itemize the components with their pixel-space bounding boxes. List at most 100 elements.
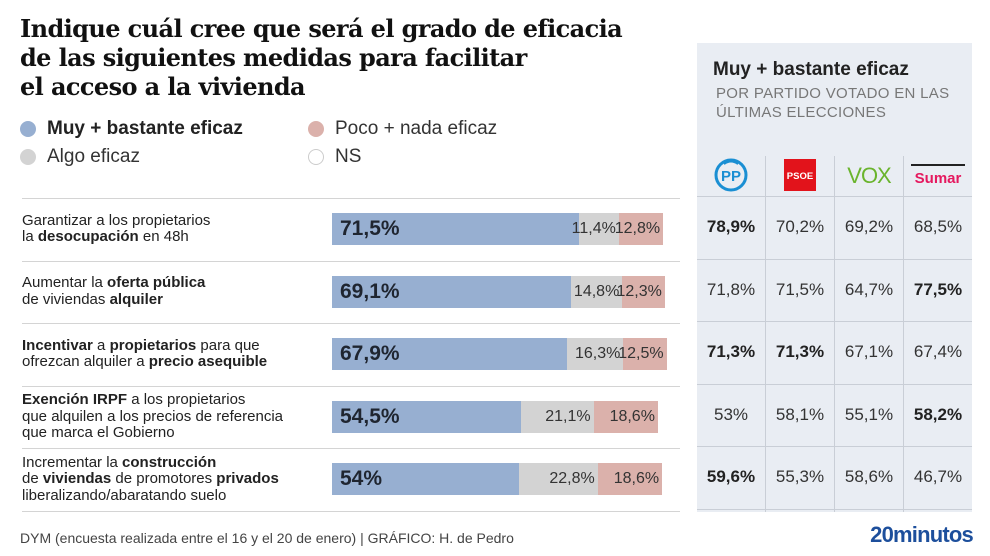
svg-text:Sumar: Sumar — [915, 170, 962, 187]
bar-segment-muy-bastante — [332, 338, 567, 370]
source-note: DYM (encuesta realizada entre el 16 y el… — [20, 530, 514, 546]
label-text: Incrementar la — [22, 453, 123, 471]
label-text: en 48h — [138, 228, 189, 246]
legend-item-ns: NS — [308, 146, 361, 168]
row-divider — [22, 198, 680, 199]
party-value-psoe: 58,1% — [775, 404, 825, 424]
row-divider — [697, 446, 972, 447]
data-label: 12,8% — [614, 220, 661, 237]
bar-segment-ns — [664, 275, 678, 308]
category-label: Incentivar a propietarios para que ofrezc… — [22, 336, 332, 371]
psoe-logo-icon: PSOE — [766, 155, 834, 195]
category-label: Exención IRPF a los propietarios que alqu… — [22, 391, 332, 442]
column-divider — [834, 156, 835, 512]
label-emphasis: Incentivar — [22, 336, 93, 354]
svg-text:PSOE: PSOE — [787, 171, 813, 182]
party-value-pp: 53% — [713, 404, 749, 424]
category-label: Aumentar la oferta pública de viviendas a… — [22, 275, 332, 308]
data-label: 18,6% — [609, 407, 655, 425]
legend-label: Algo eficaz — [47, 146, 140, 167]
label-emphasis: alquiler — [109, 290, 163, 308]
title-line: Indique cuál cree que será el grado de e… — [20, 14, 623, 43]
bar-segment-algo — [566, 338, 624, 370]
bar-segment-ns — [666, 338, 678, 370]
party-value-psoe: 55,3% — [775, 467, 825, 486]
legend-label: Muy + bastante eficaz — [47, 118, 243, 139]
legend-item-algo: Algo eficaz — [20, 146, 140, 168]
party-value-vox: 67,1% — [844, 342, 894, 361]
label-text: liberalizando/abaratando suelo — [22, 486, 227, 504]
bar-segment-muy-bastante — [332, 275, 572, 308]
legend-swatch — [20, 121, 36, 137]
data-label: 22,8% — [549, 470, 595, 487]
label-emphasis: viviendas — [42, 470, 112, 487]
bar-segment-ns — [663, 213, 678, 245]
party-value-psoe: 71,3% — [775, 342, 825, 361]
party-value-psoe: 71,5% — [775, 279, 825, 299]
bar-segment-muy-bastante — [332, 463, 519, 495]
label-emphasis: privados — [216, 470, 279, 487]
stacked-bar: 71,5% 11,4% 12,8% — [332, 213, 678, 245]
stacked-bar: 54,5% 21,1% 18,6% — [332, 400, 678, 433]
data-label: 12,5% — [618, 345, 664, 362]
stacked-bar: 54% 22,8% 18,6% — [332, 463, 678, 495]
bar-segment-poco-nada — [597, 463, 663, 495]
data-label: 16,3% — [574, 345, 621, 362]
party-value-sumar: 68,5% — [913, 217, 963, 236]
bar-segment-poco-nada — [593, 400, 658, 433]
row-divider — [697, 258, 972, 260]
legend-swatch — [308, 149, 324, 165]
party-value-psoe: 70,2% — [775, 217, 825, 236]
bar-segment-muy-bastante — [332, 400, 521, 433]
row-divider — [697, 321, 972, 322]
brand-logo: 20minutos — [870, 522, 974, 547]
stacked-bar: 67,9% 16,3% 12,5% — [332, 338, 678, 370]
category-label: Garantizar a los propietarios la desocupa… — [22, 212, 332, 246]
party-value-pp: 71,3% — [706, 342, 756, 361]
party-value-sumar: 58,2% — [913, 404, 963, 424]
panel-title: Muy + bastante eficaz — [713, 59, 909, 80]
label-text: de viviendas — [22, 290, 110, 308]
label-emphasis: propietarios — [109, 336, 197, 354]
label-emphasis: Exención IRPF — [22, 391, 128, 408]
party-value-sumar: 67,4% — [913, 342, 963, 361]
bar-segment-poco-nada — [623, 338, 667, 370]
vox-logo-icon: VOX — [835, 155, 903, 195]
title-line: el acceso a la vivienda — [20, 72, 306, 101]
row-divider — [697, 383, 972, 385]
legend-label: Poco + nada eficaz — [335, 118, 498, 139]
row-divider — [22, 323, 680, 324]
legend-item-muy-bastante: Muy + bastante eficaz — [20, 118, 243, 140]
legend-item-poco-nada: Poco + nada eficaz — [308, 118, 497, 140]
label-text: de promotores — [111, 470, 217, 487]
label-emphasis: construcción — [122, 453, 217, 471]
party-value-sumar: 77,5% — [913, 279, 963, 299]
row-divider — [22, 448, 680, 449]
row-divider — [22, 510, 680, 512]
bar-segment-muy-bastante — [332, 213, 580, 245]
data-label: 12,3% — [616, 282, 662, 300]
label-text: a los propietarios — [127, 391, 246, 408]
party-value-vox: 58,6% — [844, 467, 894, 486]
bar-segment-algo — [518, 463, 598, 495]
data-label: 18,6% — [613, 470, 660, 487]
label-emphasis: desocupación — [37, 228, 139, 246]
column-divider — [903, 156, 904, 512]
chart-title: Indique cuál cree que será el grado de e… — [20, 14, 670, 101]
row-divider — [697, 508, 972, 510]
row-divider — [22, 260, 680, 262]
label-emphasis: oferta pública — [107, 274, 206, 292]
label-text: la — [22, 228, 38, 246]
data-label: 14,8% — [573, 282, 620, 300]
label-text: Aumentar la — [22, 274, 108, 292]
party-panel: Muy + bastante eficaz POR PARTIDO VOTADO… — [697, 43, 972, 512]
label-text: de — [22, 470, 43, 487]
label-text: que alquilen a los precios de referencia — [22, 407, 283, 425]
row-divider — [697, 196, 972, 197]
bar-segment-ns — [657, 400, 678, 433]
bar-segment-algo — [571, 275, 623, 308]
column-divider — [765, 156, 766, 512]
bar-segment-poco-nada — [618, 213, 664, 245]
category-label: Incrementar la construcción de viviendas … — [22, 453, 332, 505]
panel-subtitle: POR PARTIDO VOTADO EN LAS ÚLTIMAS ELECCI… — [716, 85, 950, 121]
